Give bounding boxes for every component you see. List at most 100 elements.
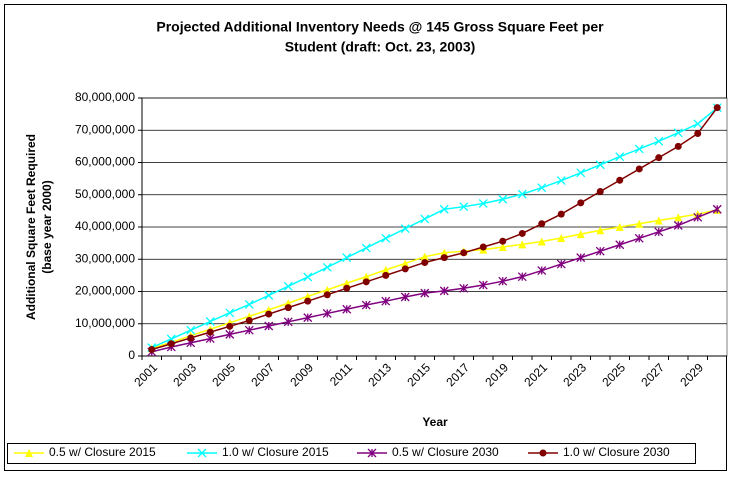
marker [265, 310, 273, 318]
marker [420, 214, 430, 224]
marker [400, 224, 410, 234]
marker [401, 265, 409, 273]
marker [440, 254, 448, 262]
marker [576, 253, 586, 263]
legend-marker [197, 448, 207, 458]
marker [323, 291, 331, 299]
marker [596, 188, 604, 196]
marker [498, 242, 507, 251]
marker [342, 279, 351, 288]
y-tick-label: 50,000,000 [75, 187, 135, 201]
marker [596, 226, 605, 235]
marker [538, 220, 546, 228]
marker [556, 176, 566, 186]
series-line [151, 107, 718, 349]
marker [382, 271, 390, 279]
marker [674, 142, 682, 150]
y-tick-label: 30,000,000 [75, 251, 135, 265]
marker [205, 334, 215, 344]
marker [498, 194, 508, 204]
marker [557, 210, 565, 218]
legend-label: 0.5 w/ Closure 2015 [49, 445, 156, 459]
legend-label: 1.0 w/ Closure 2015 [222, 445, 329, 459]
series-line [151, 209, 718, 349]
legend-marker [25, 449, 33, 457]
marker [518, 229, 526, 237]
marker [205, 317, 215, 326]
marker [694, 129, 702, 137]
marker [421, 258, 429, 266]
marker [264, 290, 274, 300]
legend-marker [539, 449, 547, 457]
marker [283, 317, 293, 327]
y-tick-label: 10,000,000 [75, 316, 135, 330]
marker [577, 199, 585, 207]
legend-marker [367, 448, 377, 458]
marker [595, 246, 605, 256]
y-tick-label: 70,000,000 [75, 122, 135, 136]
marker [517, 272, 527, 282]
marker [401, 259, 410, 268]
x-axis-title: Year [422, 415, 448, 429]
marker [634, 144, 644, 154]
marker [713, 104, 721, 112]
marker [381, 296, 391, 306]
marker [420, 288, 430, 298]
marker [244, 299, 254, 309]
marker [361, 300, 371, 310]
marker [342, 253, 352, 263]
marker [322, 308, 332, 318]
legend [7, 443, 696, 464]
marker [439, 204, 449, 214]
marker [420, 252, 429, 261]
marker [537, 183, 547, 193]
legend-label: 1.0 w/ Closure 2030 [563, 445, 670, 459]
marker [537, 237, 546, 246]
marker [284, 304, 292, 312]
marker [186, 325, 196, 335]
marker [342, 304, 352, 314]
marker [304, 297, 312, 305]
marker [615, 223, 624, 231]
marker [225, 308, 235, 318]
marker [400, 292, 410, 302]
marker [459, 202, 469, 212]
y-axis-title: (base year 2000) [40, 180, 54, 273]
y-tick-label: 20,000,000 [75, 284, 135, 298]
marker [303, 272, 313, 282]
marker [556, 259, 566, 269]
marker [361, 243, 371, 253]
marker [673, 220, 683, 230]
marker [460, 249, 468, 257]
marker [479, 243, 487, 251]
y-tick-label: 0 [128, 348, 135, 362]
marker [381, 265, 390, 274]
y-tick-label: 40,000,000 [75, 219, 135, 233]
marker [225, 329, 235, 339]
marker [381, 233, 391, 243]
marker [674, 213, 683, 222]
marker [283, 281, 293, 291]
marker [693, 119, 703, 129]
marker [634, 233, 644, 243]
marker [244, 325, 254, 335]
marker [712, 204, 722, 214]
marker [693, 212, 703, 222]
marker [537, 266, 547, 275]
marker [303, 313, 313, 323]
marker [362, 278, 370, 286]
chart-title: Student (draft: Oct. 23, 2003) [285, 39, 476, 55]
marker [576, 168, 586, 178]
marker [557, 233, 566, 242]
marker [615, 152, 625, 162]
y-tick-label: 80,000,000 [75, 90, 135, 104]
marker [148, 346, 156, 354]
marker [518, 240, 527, 249]
y-tick-label: 60,000,000 [75, 155, 135, 169]
marker [478, 280, 488, 290]
marker [615, 240, 625, 250]
marker [167, 340, 175, 348]
series-line [151, 208, 718, 353]
marker [439, 286, 449, 296]
marker [343, 284, 351, 292]
